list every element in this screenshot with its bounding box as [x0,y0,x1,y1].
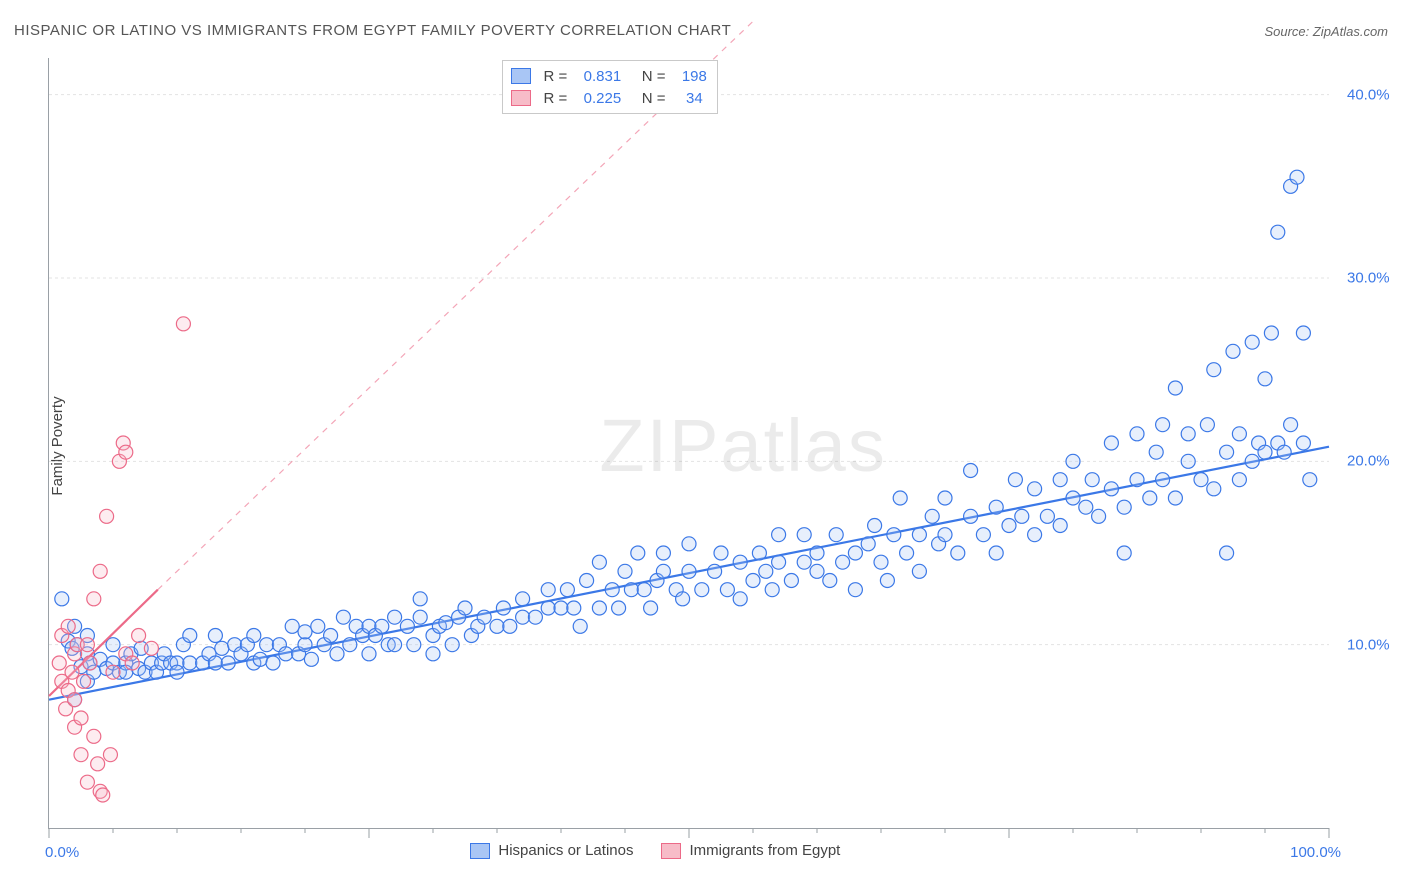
legend-n-value: 198 [682,68,707,85]
legend-item: Hispanics or Latinos [470,842,633,859]
x-tick-label: 100.0% [1290,844,1341,861]
legend-r-value: 0.831 [584,68,622,85]
legend-n-label: N = [629,90,674,107]
y-tick-label: 20.0% [1347,453,1390,470]
legend-label: Immigrants from Egypt [689,842,840,859]
legend-r-value: 0.225 [584,90,622,107]
series-legend: Hispanics or Latinos Immigrants from Egyp… [470,842,840,859]
scatter-plot: ZIPatlas 10.0%20.0%30.0%40.0%0.0%100.0% [48,58,1329,829]
chart-title: HISPANIC OR LATINO VS IMMIGRANTS FROM EG… [14,22,731,39]
y-tick-label: 10.0% [1347,636,1390,653]
legend-swatch [511,90,531,106]
legend-swatch [661,843,681,859]
legend-r-label: R = [539,90,575,107]
correlation-legend: R = 0.831 N = 198 R = 0.225 N = 34 [502,60,717,114]
legend-label: Hispanics or Latinos [498,842,633,859]
legend-item: Immigrants from Egypt [661,842,840,859]
legend-row: R = 0.225 N = 34 [511,87,706,109]
x-tick-label: 0.0% [45,844,79,861]
legend-swatch [470,843,490,859]
plot-svg [49,58,1329,828]
legend-swatch [511,68,531,84]
y-tick-label: 40.0% [1347,86,1390,103]
legend-n-label: N = [629,68,674,85]
legend-r-label: R = [539,68,575,85]
legend-row: R = 0.831 N = 198 [511,65,706,87]
legend-n-value: 34 [682,90,703,107]
source-attribution: Source: ZipAtlas.com [1264,24,1388,39]
y-tick-label: 30.0% [1347,270,1390,287]
